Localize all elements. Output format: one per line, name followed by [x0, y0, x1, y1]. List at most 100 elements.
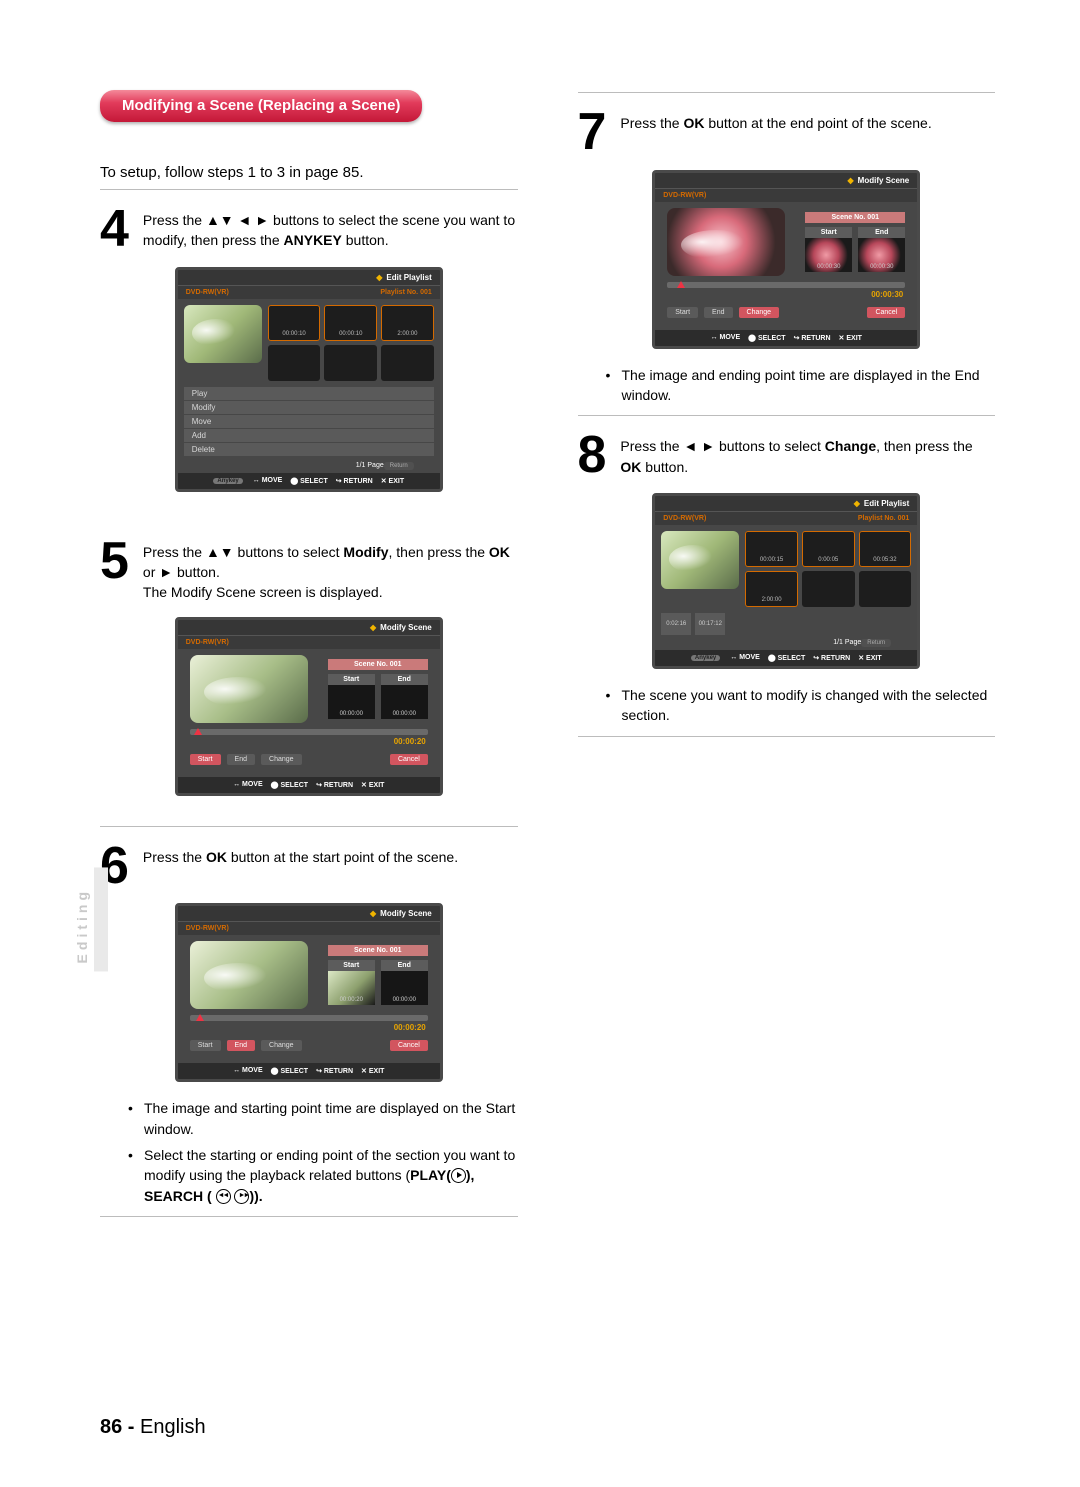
menu-item-play[interactable]: Play	[184, 387, 434, 400]
step-7-notes: •The image and ending point time are dis…	[606, 365, 996, 406]
t: RETURN	[801, 335, 830, 342]
end-button[interactable]: End	[227, 1040, 255, 1051]
change-button[interactable]: Change	[261, 1040, 302, 1051]
menu-item-add[interactable]: Add	[184, 429, 434, 442]
return-pill[interactable]: Return	[384, 462, 414, 470]
thumb	[381, 345, 434, 381]
t: buttons to select	[234, 544, 344, 560]
t: button.	[641, 459, 688, 475]
cancel-button[interactable]: Cancel	[867, 307, 905, 318]
step-4: 4 Press the ▲▼ ◄ ► buttons to select the…	[100, 206, 518, 253]
t: 00:00:30	[870, 264, 893, 270]
bold: SEARCH (	[144, 1188, 216, 1204]
return-pill[interactable]: Return	[861, 639, 891, 647]
cancel-button[interactable]: Cancel	[390, 754, 428, 765]
t: MOVE	[262, 477, 283, 484]
f: ↪ RETURN	[813, 654, 850, 662]
t: Press the	[620, 115, 683, 131]
start-button[interactable]: Start	[190, 1040, 221, 1051]
t: 00:00:10	[282, 331, 305, 337]
step-6: 6 Press the OK button at the start point…	[100, 843, 518, 890]
start-button[interactable]: Start	[667, 307, 698, 318]
divider	[578, 92, 996, 93]
t: RETURN	[821, 655, 850, 662]
menu-item-move[interactable]: Move	[184, 415, 434, 428]
ui-title: Modify Scene	[858, 176, 910, 185]
t: Press the	[143, 544, 206, 560]
ui-title: Modify Scene	[380, 623, 432, 632]
t: 00:00:30	[817, 264, 840, 270]
t: , then press the	[876, 438, 973, 454]
start-label: Start	[328, 674, 375, 685]
preview-thumb	[190, 941, 308, 1009]
f: ✕ EXIT	[839, 334, 862, 342]
t: The scene you want to modify is changed …	[622, 685, 996, 726]
thumb: 00:00:10	[324, 305, 377, 341]
menu-item-delete[interactable]: Delete	[184, 443, 434, 456]
menu-item-modify[interactable]: Modify	[184, 401, 434, 414]
disc-label: DVD-RW(VR)	[663, 192, 706, 199]
step-7: 7 Press the OK button at the end point o…	[578, 109, 996, 156]
diamond-icon: ◆	[370, 909, 376, 918]
change-button[interactable]: Change	[739, 307, 780, 318]
step-text: Press the ◄ ► buttons to select Change, …	[620, 432, 995, 477]
t: button.	[173, 564, 220, 580]
t: RETURN	[324, 1068, 353, 1075]
end-thumb: 00:00:00	[381, 685, 428, 719]
diamond-icon: ◆	[376, 273, 382, 282]
end-button[interactable]: End	[704, 307, 732, 318]
ui-title: Edit Playlist	[864, 499, 909, 508]
f: ⬤ SELECT	[271, 1067, 308, 1075]
t: SELECT	[758, 335, 786, 342]
t: The image and starting point time are di…	[144, 1098, 518, 1139]
disc-label: DVD-RW(VR)	[186, 289, 229, 296]
t: Press the	[143, 212, 206, 228]
t: MOVE	[720, 334, 741, 341]
change-button[interactable]: Change	[261, 754, 302, 765]
end-thumb: 00:00:30	[858, 238, 905, 272]
preview-thumb	[190, 655, 308, 723]
f: ⬤ SELECT	[290, 477, 327, 485]
marker-icon	[194, 728, 202, 735]
step-8-notes: •The scene you want to modify is changed…	[606, 685, 996, 726]
divider	[100, 189, 518, 190]
t: 0:00:05	[818, 557, 838, 563]
end-button[interactable]: End	[227, 754, 255, 765]
ui-edit-playlist-grid: ◆Edit Playlist DVD-RW(VR)Playlist No. 00…	[652, 493, 920, 669]
t: EXIT	[369, 1068, 385, 1075]
scene-heading: Scene No. 001	[328, 945, 428, 956]
step-text: Press the OK button at the end point of …	[620, 109, 931, 133]
cancel-button[interactable]: Cancel	[390, 1040, 428, 1051]
marker-icon	[196, 1014, 204, 1021]
ui-title: Edit Playlist	[386, 273, 431, 282]
t: MOVE	[242, 781, 263, 788]
t: , then press the	[389, 544, 489, 560]
bold: Change	[825, 438, 876, 454]
start-button[interactable]: Start	[190, 754, 221, 765]
step-8: 8 Press the ◄ ► buttons to select Change…	[578, 432, 996, 479]
bold: ),	[466, 1167, 475, 1183]
diamond-icon: ◆	[854, 499, 860, 508]
f: ↔ MOVE	[233, 1067, 263, 1075]
t: EXIT	[846, 335, 862, 342]
divider	[100, 826, 518, 827]
bold: OK	[620, 459, 641, 475]
start-thumb: 00:00:00	[328, 685, 375, 719]
f: ↪ RETURN	[336, 477, 373, 485]
anykey-icon: Anykey	[213, 478, 242, 484]
t: button at the start point of the scene.	[227, 849, 458, 865]
t: buttons to select	[715, 438, 825, 454]
marker-icon	[677, 281, 685, 288]
divider	[100, 1216, 518, 1217]
t: 0:02:16	[666, 621, 686, 627]
bold: ANYKEY	[284, 232, 342, 248]
t: or	[143, 564, 159, 580]
t: SELECT	[280, 782, 308, 789]
t: 00:00:00	[393, 997, 416, 1003]
step-number: 5	[100, 538, 129, 585]
thumb	[324, 345, 377, 381]
elapsed-time: 00:00:20	[184, 735, 434, 750]
search-forward-icon	[234, 1189, 249, 1204]
bold: PLAY(	[410, 1167, 451, 1183]
f: ↔ MOVE	[233, 781, 263, 789]
